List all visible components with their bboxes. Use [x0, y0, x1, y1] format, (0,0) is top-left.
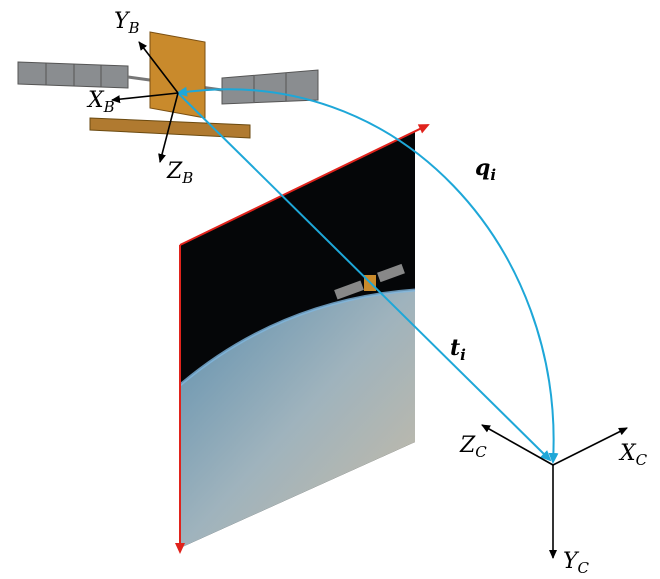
label-zc: ZC	[459, 433, 487, 461]
rotation-arc	[176, 86, 559, 464]
label-yc: YC	[563, 549, 590, 577]
label-t: ti	[450, 335, 466, 364]
label-xb: XB	[86, 88, 115, 116]
body-axes	[111, 41, 179, 163]
label-q: qi	[475, 155, 496, 184]
label-zb: ZB	[166, 159, 193, 187]
translation-line	[177, 92, 552, 462]
camera-axes	[481, 424, 628, 559]
label-yb: YB	[114, 9, 140, 37]
label-xc: XC	[618, 441, 648, 469]
satellite	[17, 31, 319, 139]
image-plane	[179, 132, 416, 548]
